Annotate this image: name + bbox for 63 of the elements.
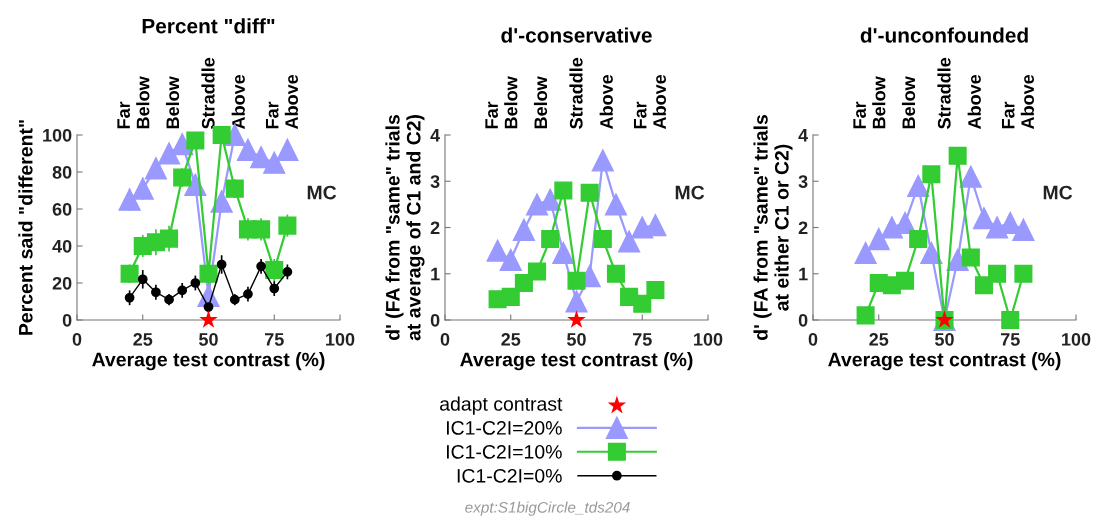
x-tick-label: 50 [567, 332, 586, 346]
y-axis-title: d' (FA from "same" trials at average of C1 and C2) [385, 115, 425, 341]
text: Above [967, 74, 981, 129]
text: Straddle [569, 57, 583, 129]
x-tick-label: 25 [133, 332, 153, 346]
x-axis-title: Average test contrast (%) [92, 352, 325, 371]
y-tick-label: 3 [798, 175, 808, 188]
x-tick-label: 75 [1000, 333, 1020, 346]
y-tick-label: 4 [798, 129, 809, 142]
legend-label: adapt contrast [440, 396, 563, 415]
legend-label: IC1-C2I=20% [446, 421, 562, 435]
chart-title: d'-unconfounded [860, 27, 1028, 43]
x-axis-title: Average test contrast (%) [460, 352, 693, 371]
x-axis-title: Average test contrast (%) [828, 352, 1061, 371]
annotation: MC [1043, 185, 1073, 200]
x-tick-label: 100 [326, 332, 355, 346]
y-tick-label: 0 [798, 313, 808, 327]
x-tick-label: 50 [935, 332, 954, 346]
text: Straddle [201, 57, 215, 129]
chart-title: Percent "diff" [142, 18, 275, 34]
y-tick-label: 4 [430, 129, 441, 142]
legend-label: IC1-C2I=0% [457, 468, 562, 483]
x-tick-label: 100 [694, 332, 723, 346]
text: Far Above [265, 74, 299, 129]
y-tick-label: 2 [798, 221, 808, 235]
text: expt:S1bigCircle_tds204 [465, 501, 630, 516]
y-tick-label: 0 [62, 313, 72, 327]
y-tick-label: 40 [52, 239, 72, 253]
text: Far Above [1001, 74, 1035, 129]
y-tick-label: 20 [52, 276, 72, 290]
y-tick-label: 1 [799, 267, 808, 281]
y-axis-title: d' (FA from "same" trials at either C1 or C2) [753, 115, 793, 340]
chart-title: d'-conservative [501, 27, 652, 43]
y-tick-label: 1 [431, 267, 440, 281]
legend-label: IC1-C2I=10% [446, 444, 562, 459]
text: Above [599, 74, 613, 129]
x-tick-label: 75 [264, 333, 284, 346]
annotation: MC [307, 185, 337, 200]
y-tick-label: 80 [52, 165, 72, 179]
x-tick-label: 100 [1062, 332, 1091, 346]
text: Far Below [853, 76, 886, 129]
x-tick-label: 50 [199, 332, 218, 346]
x-tick-label: 0 [72, 332, 82, 346]
text: Above [231, 74, 245, 129]
text: Below [533, 76, 548, 129]
y-tick-label: 100 [43, 128, 72, 142]
y-tick-label: 60 [52, 202, 72, 216]
y-tick-label: 2 [430, 221, 440, 235]
text: Straddle [937, 57, 951, 129]
x-tick-label: 0 [440, 332, 450, 346]
x-tick-label: 75 [632, 333, 652, 346]
text: Below [901, 76, 916, 129]
text: Below [165, 76, 180, 129]
text: Far Above [633, 74, 667, 129]
y-tick-label: 0 [430, 313, 440, 327]
annotation: MC [675, 185, 705, 200]
text: Far Below [117, 76, 150, 129]
x-tick-label: 0 [808, 332, 818, 346]
y-axis-title: Percent said "different" [18, 120, 33, 335]
x-tick-label: 25 [869, 332, 889, 346]
y-tick-label: 3 [430, 175, 440, 188]
x-tick-label: 25 [501, 332, 521, 346]
text: Far Below [485, 76, 518, 129]
